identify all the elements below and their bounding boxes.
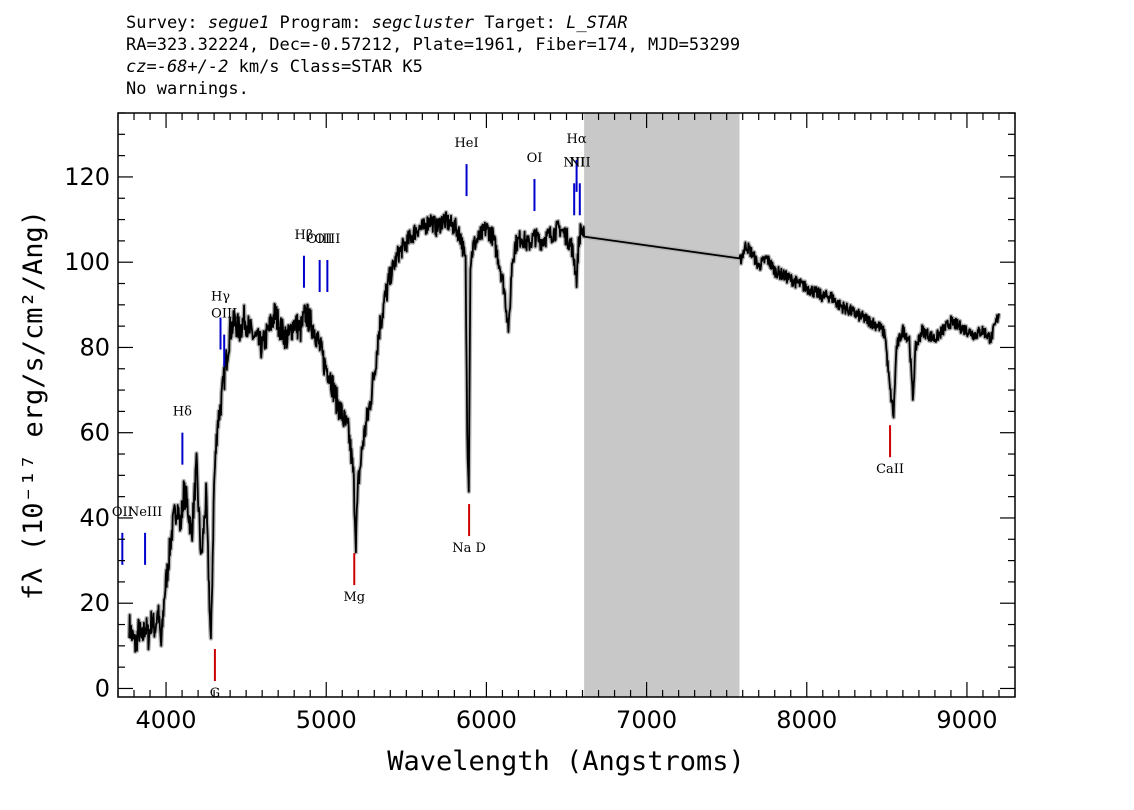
spectral-line-label: CaII — [876, 462, 904, 477]
x-tick-label: 6000 — [456, 706, 517, 734]
x-tick-label: 7000 — [616, 706, 677, 734]
header-line-coordinates: RA=323.32224, Dec=-0.57212, Plate=1961, … — [126, 35, 741, 55]
y-tick-label: 120 — [64, 163, 110, 191]
x-tick-label: 9000 — [936, 706, 997, 734]
y-tick-label: 60 — [79, 419, 110, 447]
spectral-line-label: Hγ — [211, 290, 230, 305]
x-tick-label: 5000 — [296, 706, 357, 734]
y-tick-label: 40 — [79, 504, 110, 532]
x-tick-label: 8000 — [776, 706, 837, 734]
redshift-value: cz=-68+/-2 — [126, 57, 229, 77]
spectral-line-label: OIII — [211, 307, 237, 322]
y-tick-label: 20 — [79, 589, 110, 617]
spectral-line-label: Hα — [567, 132, 587, 147]
spectral-line-label: OII — [112, 505, 133, 520]
survey-name: segue1 — [207, 13, 270, 33]
spectral-line-label: Mg — [343, 590, 365, 605]
header-line-survey: Survey: segue1 Program: segcluster Targe… — [126, 13, 628, 33]
x-axis-title: Wavelength (Angstroms) — [387, 746, 745, 777]
program-name: segcluster — [371, 13, 475, 33]
spectral-line-label: NII — [569, 155, 591, 170]
spectral-line-label: OIII — [307, 232, 333, 247]
x-tick-label: 4000 — [136, 706, 197, 734]
y-tick-label: 80 — [79, 333, 110, 361]
header-line-warnings: No warnings. — [126, 79, 249, 99]
spectral-line-label: OIII — [314, 232, 340, 247]
plot-frame — [117, 112, 1016, 698]
spectral-line-label: G — [210, 686, 220, 701]
spectral-line-label: NII — [563, 155, 585, 170]
spectrum-header: Survey: segue1 Program: segcluster Targe… — [126, 12, 740, 100]
spectral-line-label: HeI — [454, 136, 478, 151]
y-tick-label: 100 — [64, 248, 110, 276]
y-tick-label: 0 — [95, 674, 110, 702]
header-line-redshift: cz=-68+/-2 km/s Class=STAR K5 — [126, 57, 423, 77]
spectrum-error-band — [126, 209, 1002, 654]
target-name: L_STAR — [566, 13, 628, 33]
masked-region — [584, 113, 740, 697]
spectral-line-label: OI — [527, 151, 543, 166]
spectral-line-label: NeIII — [128, 505, 162, 520]
y-axis-title: fλ (10⁻¹⁷ erg/s/cm²/Ang) — [18, 210, 49, 600]
spectral-line-label: Na D — [452, 541, 486, 556]
spectral-line-label: Hβ — [295, 228, 314, 243]
spectrum-flux-line — [128, 211, 1000, 653]
spectral-line-label: Hδ — [173, 405, 192, 420]
